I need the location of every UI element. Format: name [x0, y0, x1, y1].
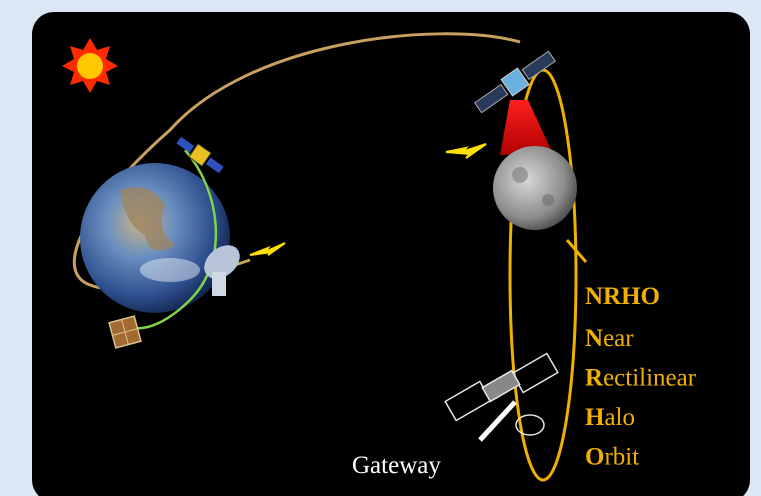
word-initial: R	[585, 365, 604, 392]
word-initial: H	[585, 404, 605, 431]
gateway-label: Gateway	[352, 452, 441, 479]
acronym-word: Near	[585, 325, 634, 352]
acronym-word: Rectilinear	[585, 365, 697, 392]
sun	[62, 38, 118, 93]
earth-cloud	[140, 258, 200, 282]
acronym-word: Halo	[585, 404, 635, 431]
word-initial: N	[585, 325, 603, 352]
crater	[542, 194, 554, 206]
word-rest: alo	[604, 404, 635, 431]
moon	[493, 146, 577, 230]
cubesat	[109, 316, 141, 348]
diagram: Gateway NRHO NearRectilinearHaloOrbit	[0, 0, 761, 496]
acronym: NRHO	[585, 283, 660, 310]
word-rest: ear	[603, 325, 634, 352]
word-initial: O	[585, 444, 604, 471]
crater	[512, 167, 528, 183]
word-rest: rbit	[604, 444, 639, 471]
acronym-word: Orbit	[585, 444, 639, 471]
word-rest: ectilinear	[603, 365, 697, 392]
